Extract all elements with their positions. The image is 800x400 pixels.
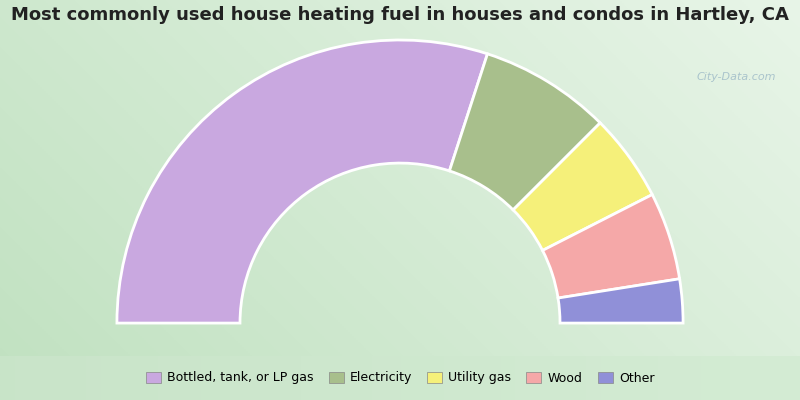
Wedge shape xyxy=(450,54,600,210)
Legend: Bottled, tank, or LP gas, Electricity, Utility gas, Wood, Other: Bottled, tank, or LP gas, Electricity, U… xyxy=(146,372,654,384)
Wedge shape xyxy=(117,40,487,323)
Text: City-Data.com: City-Data.com xyxy=(697,72,776,82)
Text: Most commonly used house heating fuel in houses and condos in Hartley, CA: Most commonly used house heating fuel in… xyxy=(11,6,789,24)
Wedge shape xyxy=(558,279,683,323)
Wedge shape xyxy=(513,123,652,250)
Wedge shape xyxy=(542,194,679,298)
